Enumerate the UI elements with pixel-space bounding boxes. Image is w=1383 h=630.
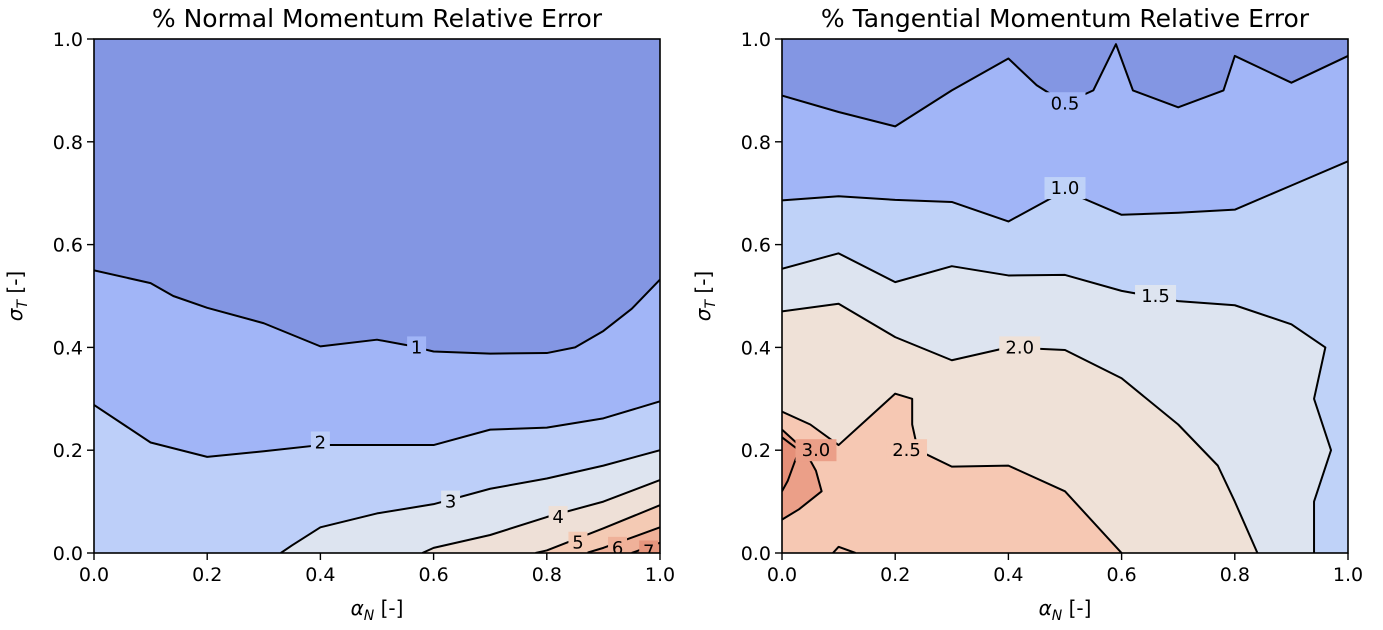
x-tick-label: 0.8 [532, 564, 562, 586]
plot-area: 0.5 1.0 1.5 2.0 2.5 3.0 [782, 39, 1348, 553]
x-tick-label: 0.6 [418, 564, 448, 586]
contour-line-2 [94, 400, 660, 458]
contour-label-bg [407, 336, 427, 359]
x-tick-label: 0.0 [79, 564, 109, 586]
contour-label-1: 1 [411, 337, 422, 358]
contour-label-bg [999, 336, 1041, 359]
x-tick-label: 0.8 [1220, 564, 1250, 586]
contour-line-1.5 [782, 252, 1333, 553]
x-tick-label: 0.2 [880, 564, 910, 586]
chart-title: % Normal Momentum Relative Error [152, 4, 603, 33]
contour-label-2: 2 [315, 432, 326, 453]
contour-line-3 [280, 449, 660, 553]
contour-line-2.0 [782, 302, 1259, 553]
x-tick-label: 0.0 [767, 564, 797, 586]
contour-line-1 [94, 269, 660, 355]
contour-region-4 [782, 393, 1122, 553]
y-tick-label: 0.8 [53, 132, 83, 154]
contour-line-extra-1 [832, 545, 856, 553]
contour-label-3.0: 3.0 [802, 440, 831, 461]
contour-line-0.5 [782, 43, 1348, 128]
contour-label-3: 3 [445, 492, 456, 513]
contour-label-6: 6 [612, 538, 623, 559]
contour-label-1.0: 1.0 [1051, 178, 1080, 199]
contour-label-bg [568, 531, 588, 553]
y-tick-label: 0.2 [741, 440, 771, 462]
contour-label-bg [795, 439, 837, 462]
y-tick-label: 0.2 [53, 440, 83, 462]
y-axis-label: σT [-] [691, 271, 719, 321]
contour-label-4: 4 [552, 507, 563, 528]
x-tick-label: 0.2 [192, 564, 222, 586]
contour-line-6 [586, 526, 660, 553]
chart-title: % Tangential Momentum Relative Error [821, 4, 1310, 33]
contour-label-bg [310, 431, 330, 454]
contour-label-1.5: 1.5 [1141, 286, 1170, 307]
contour-label-bg [1135, 285, 1177, 307]
x-axis-label: αN [-] [1039, 596, 1092, 624]
y-tick-label: 0.8 [741, 132, 771, 154]
contour-label-7: 7 [643, 541, 654, 562]
contour-label-bg [1044, 177, 1086, 200]
contour-label-5: 5 [572, 533, 583, 554]
contour-label-2.0: 2.0 [1005, 337, 1034, 358]
x-tick-label: 1.0 [645, 564, 675, 586]
contour-label-2.5: 2.5 [892, 440, 921, 461]
y-axis-label: σT [-] [3, 271, 31, 321]
contour-line-extra-0 [782, 436, 800, 492]
x-tick-label: 0.4 [305, 564, 335, 586]
contour-label-bg [1044, 92, 1086, 115]
y-tick-label: 1.0 [53, 29, 83, 51]
y-tick-label: 0.4 [741, 337, 771, 359]
y-tick-label: 0.0 [741, 543, 771, 565]
contour-label-0.5: 0.5 [1051, 93, 1080, 114]
y-tick-label: 0.4 [53, 337, 83, 359]
x-axis-label: αN [-] [351, 596, 404, 624]
x-tick-label: 0.6 [1106, 564, 1136, 586]
x-tick-label: 1.0 [1333, 564, 1363, 586]
contour-line-4 [421, 479, 660, 553]
contour-label-bg [441, 490, 461, 513]
contour-region-extra-0 [782, 437, 799, 492]
axes-frame [93, 38, 661, 554]
y-tick-label: 0.6 [53, 235, 83, 257]
x-tick-label: 0.4 [993, 564, 1023, 586]
contour-label-bg [608, 536, 628, 553]
y-tick-label: 0.6 [741, 235, 771, 257]
contour-label-bg [886, 439, 928, 462]
axes-frame [781, 38, 1349, 554]
chart-tangential-momentum: 0.5 1.0 1.5 2.0 2.5 3.0 0.0 0.2 0.4 0.6 0.8 1.0 0.0 0… [691, 4, 1363, 624]
y-tick-label: 1.0 [741, 29, 771, 51]
contour-label-bg [639, 540, 659, 553]
y-tick-label: 0.0 [53, 543, 83, 565]
contour-label-bg [548, 506, 568, 529]
